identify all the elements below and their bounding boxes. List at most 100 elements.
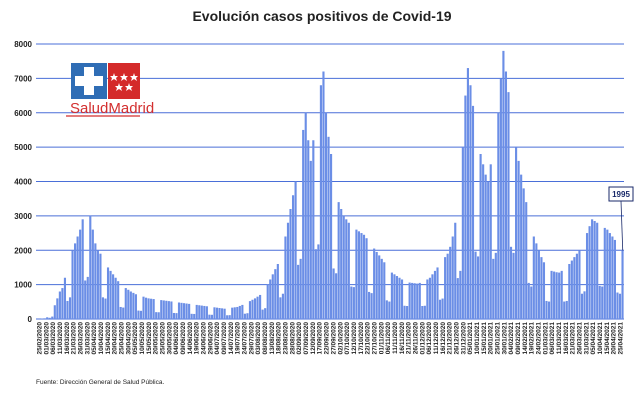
y-tick-label: 0: [28, 315, 33, 324]
bar: [256, 296, 259, 319]
bar: [150, 298, 153, 319]
bar: [573, 257, 576, 319]
bar: [515, 147, 518, 319]
x-tick-label: 11/12/2020: [433, 322, 440, 355]
bar: [613, 239, 616, 319]
x-tick-label: 28/08/2020: [289, 322, 296, 355]
x-tick-label: 14/02/2021: [522, 322, 529, 355]
bar: [324, 112, 328, 319]
x-tick-label: 17/10/2020: [358, 322, 365, 355]
bar: [170, 301, 173, 319]
bar: [588, 226, 591, 319]
x-tick-label: 31/03/2020: [84, 322, 91, 355]
bar: [319, 85, 322, 319]
x-tick-label: 09/06/2020: [180, 322, 187, 355]
bar: [416, 283, 419, 319]
bar: [74, 243, 77, 319]
bar: [109, 270, 112, 319]
x-tick-label: 25/04/2020: [118, 322, 125, 355]
x-tick-label: 20/04/2021: [611, 322, 618, 355]
x-tick-label: 01/03/2021: [542, 322, 549, 355]
x-tick-label: 20/01/2021: [488, 322, 495, 355]
bar: [441, 298, 444, 319]
bar: [342, 215, 345, 319]
bar: [246, 313, 249, 319]
bar: [568, 264, 571, 319]
x-tick-label: 01/12/2020: [419, 322, 426, 355]
x-tick-label: 07/10/2020: [344, 322, 351, 355]
bar: [357, 231, 361, 319]
bar: [494, 252, 497, 319]
bar: [314, 249, 317, 319]
x-tick-label: 10/04/2021: [597, 322, 604, 355]
bar: [269, 279, 272, 319]
bar: [583, 291, 586, 319]
bar: [400, 279, 404, 319]
bar: [213, 307, 216, 319]
x-tick-label: 26/03/2021: [577, 322, 584, 355]
bar: [253, 298, 257, 319]
bar: [585, 233, 589, 319]
bar: [499, 78, 502, 319]
bar: [436, 267, 439, 319]
bar: [271, 274, 274, 319]
bar: [368, 291, 371, 319]
bar: [398, 277, 401, 319]
bar: [621, 250, 624, 319]
bar: [449, 246, 452, 319]
x-tick-label: 23/08/2020: [283, 322, 290, 355]
bar: [373, 248, 376, 319]
bar: [160, 300, 163, 319]
x-tick-label: 02/09/2020: [296, 322, 303, 355]
bar: [466, 68, 469, 319]
bar: [560, 270, 563, 319]
bar: [259, 294, 262, 319]
x-tick-label: 26/12/2020: [453, 322, 460, 355]
chart-title: Evolución casos positivos de Covid-19: [192, 8, 451, 24]
bar: [91, 229, 94, 319]
x-tick-label: 02/10/2020: [337, 322, 344, 355]
bar: [68, 297, 72, 319]
bar: [509, 246, 513, 319]
bar: [129, 291, 132, 319]
bar: [525, 202, 528, 319]
bar: [203, 305, 206, 319]
bar: [540, 257, 543, 319]
bar: [155, 312, 158, 319]
bar: [137, 310, 140, 319]
bar: [563, 301, 566, 319]
bar: [578, 250, 581, 319]
x-tick-label: 19/02/2021: [529, 322, 536, 355]
bar: [446, 253, 449, 319]
bar: [390, 272, 393, 319]
x-tick-label: 10/04/2020: [98, 322, 105, 355]
x-tick-label: 01/11/2020: [378, 322, 385, 355]
bar: [142, 296, 145, 319]
bar: [86, 276, 89, 319]
x-tick-label: 15/01/2021: [481, 322, 488, 355]
x-tick-label: 29/06/2020: [207, 322, 214, 355]
bar: [456, 278, 459, 319]
x-tick-label: 24/07/2020: [242, 322, 249, 355]
bar: [307, 140, 310, 319]
bar: [502, 50, 505, 319]
x-tick-label: 05/04/2021: [590, 322, 597, 355]
bar: [274, 269, 277, 319]
bar: [461, 147, 464, 319]
x-tick-label: 19/06/2020: [194, 322, 201, 355]
x-tick-label: 11/11/2020: [392, 322, 399, 354]
bar: [188, 303, 191, 319]
y-tick-label: 6000: [14, 109, 32, 118]
x-tick-label: 25/01/2021: [495, 322, 502, 355]
logo-text: SaludMadrid: [70, 100, 154, 117]
y-tick-label: 8000: [14, 40, 32, 49]
x-tick-label: 24/02/2021: [536, 322, 543, 355]
x-tick-label: 30/01/2021: [501, 322, 508, 355]
x-tick-label: 10/01/2021: [474, 322, 481, 355]
bar: [266, 284, 269, 319]
bar: [58, 291, 61, 319]
bar: [317, 244, 320, 319]
bar: [221, 308, 224, 319]
bar: [46, 317, 49, 319]
x-tick-label: 25/02/2020: [36, 322, 43, 355]
